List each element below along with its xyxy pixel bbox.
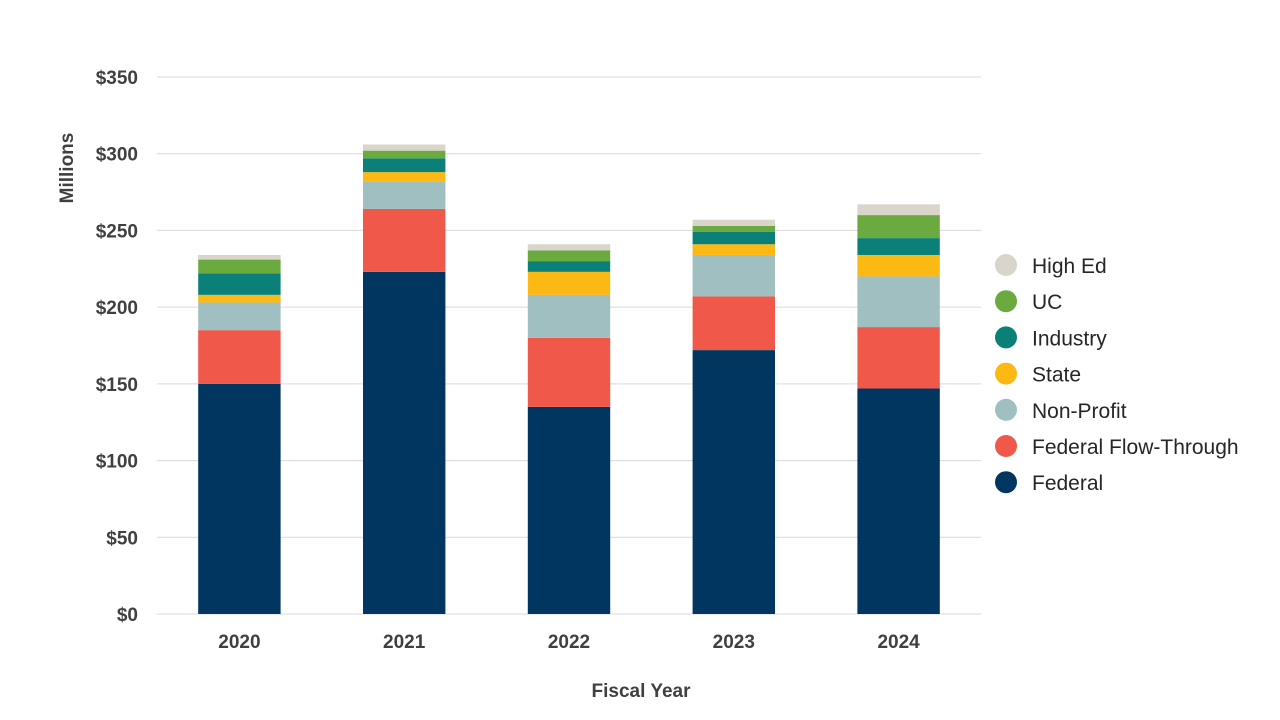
bar-segment-federal-flow-through-2024: [857, 327, 940, 389]
legend-marker-federal: [995, 471, 1017, 494]
x-tick-label: 2021: [383, 632, 426, 653]
legend-label: Non-Profit: [1032, 400, 1127, 423]
bar-segment-federal-flow-through-2023: [692, 296, 775, 351]
bar-segment-high-ed-2020: [198, 254, 281, 260]
y-tick-label: $0: [117, 605, 138, 626]
bar-segment-non-profit-2022: [527, 294, 611, 338]
bar-segment-state-2024: [857, 254, 940, 277]
legend-label: UC: [1032, 291, 1062, 314]
bar-segment-non-profit-2020: [198, 302, 281, 331]
bar-segment-federal-2024: [857, 388, 940, 614]
bars: [198, 144, 940, 614]
legend: High Ed UC Industry State Non-Profit Federal …: [995, 254, 1239, 495]
x-axis-title: Fiscal Year: [592, 681, 692, 702]
y-tick-label: $150: [96, 375, 138, 396]
bar-segment-high-ed-2022: [527, 244, 611, 251]
bar-segment-non-profit-2024: [857, 276, 940, 328]
bar-segment-federal-2022: [527, 406, 611, 614]
bar-segment-uc-2022: [527, 250, 611, 262]
bar-segment-industry-2024: [857, 238, 940, 255]
y-axis-title: Millions: [57, 133, 78, 204]
y-tick-label: $250: [96, 221, 138, 242]
x-axis-ticks: 2020 2021 2022 2023 2024: [218, 632, 920, 653]
legend-marker-non-profit: [995, 398, 1017, 421]
legend-marker-industry: [995, 326, 1017, 349]
bar-segment-state-2021: [363, 172, 446, 182]
y-axis-ticks: $0 $50 $100 $150 $200 $250 $300 $350: [96, 68, 138, 626]
bar-segment-federal-flow-through-2021: [363, 208, 446, 272]
bar-segment-high-ed-2023: [692, 219, 775, 226]
legend-label: Federal Flow-Through: [1032, 436, 1239, 459]
bar-segment-uc-2021: [363, 150, 446, 159]
x-tick-label: 2023: [713, 632, 755, 653]
bar-segment-uc-2020: [198, 259, 281, 274]
bar-segment-federal-2021: [363, 271, 446, 614]
legend-marker-federal-flow-through: [995, 435, 1017, 457]
y-tick-label: $100: [96, 452, 138, 473]
y-tick-label: $350: [96, 68, 138, 89]
bar-segment-state-2023: [692, 244, 775, 255]
legend-label: Federal: [1032, 472, 1103, 495]
bar-segment-industry-2023: [692, 231, 775, 245]
legend-marker-uc: [995, 290, 1017, 313]
bar-segment-high-ed-2021: [363, 144, 446, 151]
legend-label: High Ed: [1032, 255, 1107, 278]
bar-segment-federal-2020: [198, 383, 281, 614]
legend-marker-state: [995, 362, 1017, 385]
bar-segment-federal-2023: [692, 350, 775, 614]
bar-segment-uc-2023: [692, 225, 775, 232]
bar-segment-state-2022: [527, 271, 611, 295]
y-tick-label: $200: [96, 298, 138, 319]
bar-segment-high-ed-2024: [857, 204, 940, 216]
bar-segment-non-profit-2023: [692, 254, 775, 297]
legend-label: Industry: [1032, 327, 1107, 350]
x-tick-label: 2024: [877, 632, 920, 653]
legend-label: State: [1032, 364, 1081, 387]
bar-segment-federal-flow-through-2020: [198, 330, 281, 384]
x-tick-label: 2020: [218, 632, 260, 653]
legend-marker-high-ed: [995, 254, 1017, 276]
x-tick-label: 2022: [548, 632, 590, 653]
bar-segment-federal-flow-through-2022: [527, 337, 611, 407]
bar-segment-industry-2020: [198, 273, 281, 295]
bar-segment-uc-2024: [857, 215, 940, 239]
bar-segment-industry-2022: [527, 261, 611, 272]
bar-segment-state-2020: [198, 294, 281, 303]
y-tick-label: $50: [106, 528, 138, 549]
bar-segment-non-profit-2021: [363, 181, 446, 209]
y-tick-label: $300: [96, 145, 138, 166]
bar-segment-industry-2021: [363, 158, 446, 173]
